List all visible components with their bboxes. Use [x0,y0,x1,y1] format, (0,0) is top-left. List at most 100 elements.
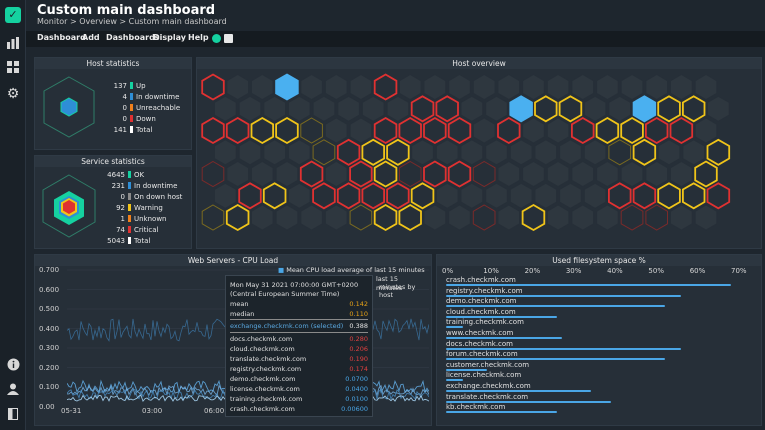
host-hexagon[interactable] [312,95,336,122]
host-hexagon[interactable] [460,139,484,166]
host-hexagon[interactable] [300,204,323,231]
fs-usage-bar[interactable] [446,390,591,392]
host-hexagon[interactable] [657,139,681,166]
host-hexagon[interactable] [373,116,398,145]
host-stat-row[interactable]: 4 In downtime [101,93,179,101]
host-hexagon[interactable] [263,139,286,166]
host-hexagon[interactable] [361,138,386,166]
host-hex-grid[interactable] [197,70,761,248]
host-hexagon[interactable] [632,182,657,210]
panel-toggle-icon[interactable] [5,408,21,424]
fs-usage-bar[interactable] [446,284,731,286]
host-hexagon[interactable] [423,116,447,145]
host-hexagon[interactable] [497,204,521,231]
fs-host-label[interactable]: forum.checkmk.com [446,350,518,359]
fs-usage-bar[interactable] [446,358,665,361]
service-stat-row[interactable]: 5043 Total [99,237,150,245]
fs-host-label[interactable]: customer.checkmk.com [446,360,530,369]
host-hexagon[interactable] [620,204,644,231]
host-hexagon[interactable] [448,73,471,101]
host-hexagon[interactable] [275,73,299,101]
host-hexagon[interactable] [546,160,570,188]
menu-add[interactable]: Add [82,33,100,42]
host-hexagon[interactable] [201,160,225,188]
info-icon[interactable] [5,358,21,374]
host-hexagon[interactable] [324,117,348,144]
host-hexagon[interactable] [225,116,250,145]
host-stat-row[interactable]: 137 Up [101,82,146,90]
host-hexagon[interactable] [300,73,323,101]
host-hexagon[interactable] [485,95,508,122]
host-hexagon[interactable] [509,95,533,123]
host-hexagon[interactable] [386,182,410,210]
host-hexagon[interactable] [201,116,225,145]
host-hexagon[interactable] [411,139,434,166]
fs-host-label[interactable]: exchange.checkmk.com [446,382,531,390]
menu-dashboards[interactable]: Dashboards [106,33,160,42]
fs-usage-bar[interactable] [446,326,463,329]
host-hexagon[interactable] [324,204,348,231]
host-hexagon[interactable] [423,160,447,188]
host-hexagon[interactable] [608,95,632,122]
host-hexagon[interactable] [288,95,311,122]
host-hexagon[interactable] [410,182,435,210]
host-hexagon[interactable] [522,160,545,188]
logo-icon[interactable]: ✓ [5,7,21,23]
window-icon[interactable] [224,34,233,43]
host-hexagon[interactable] [694,73,718,101]
host-hexagon[interactable] [497,160,521,188]
host-hexagon[interactable] [251,73,274,101]
host-hexagon[interactable] [423,73,447,101]
host-hexagon[interactable] [644,116,669,145]
host-hexagon[interactable] [670,160,693,188]
fs-usage-bar[interactable] [446,337,562,339]
host-hexagon[interactable] [632,95,657,123]
host-hexagon[interactable] [226,160,249,188]
host-hexagon[interactable] [312,139,336,166]
host-hexagon[interactable] [448,204,471,231]
host-hexagon[interactable] [435,95,459,123]
fs-usage-bar[interactable] [446,411,558,414]
host-hexagon[interactable] [534,95,558,123]
host-hexagon[interactable] [336,138,361,166]
host-hexagon[interactable] [275,160,299,188]
host-hexagon[interactable] [349,160,373,188]
host-hexagon[interactable] [214,182,237,209]
host-hexagon[interactable] [460,95,484,122]
host-hexagon[interactable] [225,203,250,232]
host-hexagon[interactable] [251,160,274,188]
host-hexagon[interactable] [559,139,582,166]
service-stat-row[interactable]: 231 In downtime [99,182,177,190]
host-hexagon[interactable] [596,160,619,188]
host-hexagon[interactable] [460,182,484,209]
fs-host-label[interactable]: cloud.checkmk.com [446,307,516,316]
host-hexagon[interactable] [214,139,237,166]
host-hexagon[interactable] [509,182,533,209]
host-hexagon[interactable] [583,95,607,122]
host-hexagon[interactable] [620,73,644,101]
host-hexagon[interactable] [472,73,496,101]
menu-help[interactable]: Help [188,33,209,42]
host-hexagon[interactable] [349,73,373,101]
host-hexagon[interactable] [423,204,447,231]
fs-usage-bar[interactable] [446,347,682,350]
fs-host-label[interactable]: docs.checkmk.com [446,339,513,348]
host-hexagon[interactable] [570,116,595,145]
host-hexagon[interactable] [336,182,361,210]
fs-usage-bar[interactable] [446,368,488,371]
host-hexagon[interactable] [251,204,274,231]
host-hexagon[interactable] [398,116,422,145]
host-hexagon[interactable] [472,117,496,144]
host-hexagon[interactable] [262,182,287,210]
host-hexagon[interactable] [534,182,558,209]
host-hexagon[interactable] [595,116,620,145]
host-hexagon[interactable] [472,204,496,231]
host-hexagon[interactable] [694,204,718,231]
host-hexagon[interactable] [645,73,668,101]
host-hexagon[interactable] [238,182,262,210]
bar-chart-icon[interactable] [5,36,21,52]
host-hexagon[interactable] [694,117,718,144]
host-hexagon[interactable] [349,117,373,144]
host-hexagon[interactable] [707,95,730,122]
host-hexagon[interactable] [288,182,311,209]
